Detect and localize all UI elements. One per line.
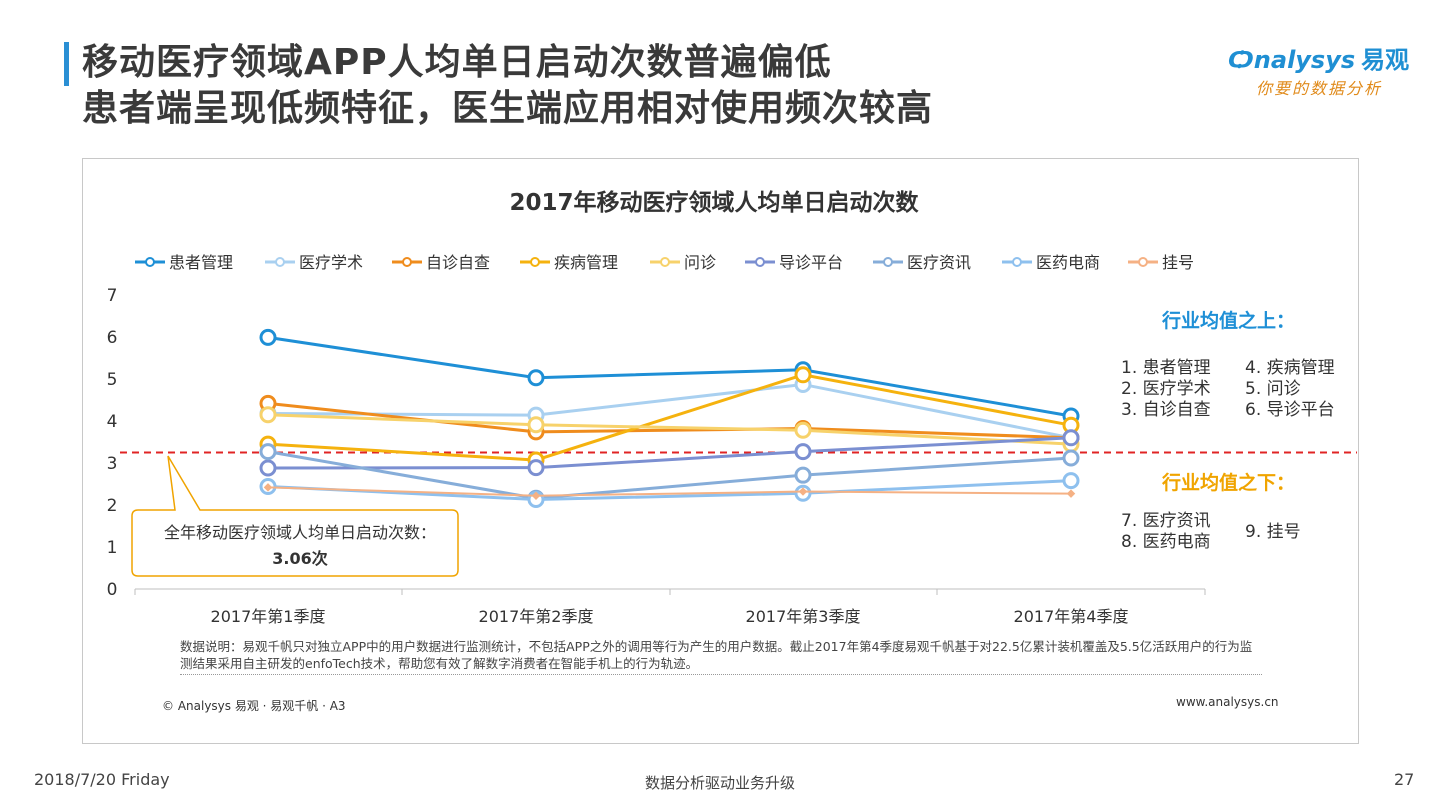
above-item: 2. 医疗学术 <box>1121 379 1211 399</box>
x-tick-label: 2017年第2季度 <box>479 607 594 626</box>
data-point <box>794 421 812 439</box>
above-item: 4. 疾病管理 <box>1245 358 1335 378</box>
legend-label: 患者管理 <box>169 253 233 272</box>
data-point <box>1066 489 1076 498</box>
title-line-1: 移动医疗领域APP人均单日启动次数普遍偏低 <box>82 42 832 83</box>
series-line <box>267 335 1072 418</box>
y-tick-label: 7 <box>107 286 118 306</box>
data-point <box>1062 449 1080 467</box>
y-tick-label: 5 <box>107 370 118 390</box>
legend-label: 导诊平台 <box>779 253 843 272</box>
x-tick-label: 2017年第3季度 <box>746 607 861 626</box>
below-item: 7. 医疗资讯 <box>1121 511 1211 531</box>
y-tick-label: 2 <box>107 496 118 516</box>
website-link[interactable]: www.analysys.cn <box>1176 695 1279 709</box>
y-tick-label: 0 <box>107 580 118 600</box>
data-point <box>263 483 273 492</box>
callout-box <box>131 455 459 577</box>
above-item: 1. 患者管理 <box>1121 358 1211 378</box>
legend-marker <box>883 257 893 267</box>
data-point <box>259 406 277 424</box>
title-accent-bar <box>64 42 69 86</box>
data-point <box>527 416 545 434</box>
chart-panel <box>82 158 1359 744</box>
data-point <box>1062 429 1080 447</box>
data-point <box>527 369 545 387</box>
copyright: © Analysys 易观 · 易观千帆 · A3 <box>162 699 346 713</box>
y-tick-label: 4 <box>107 412 118 432</box>
title-line-2: 患者端呈现低频特征，医生端应用相对使用频次较高 <box>82 88 934 129</box>
below-item: 8. 医药电商 <box>1121 532 1211 552</box>
legend-marker <box>402 257 412 267</box>
legend-marker <box>145 257 155 267</box>
above-average-heading: 行业均值之上： <box>1162 310 1296 332</box>
series-line <box>267 450 1072 500</box>
average-callout: 全年移动医疗领域人均单日启动次数： 3.06次 <box>140 520 460 572</box>
legend-marker <box>1012 257 1022 267</box>
callout-value: 3.06次 <box>272 549 328 568</box>
logo-brand: nalysys <box>1253 46 1356 74</box>
legend-marker <box>755 257 765 267</box>
logo-o-icon: Ѻ <box>1228 46 1254 74</box>
legend-label: 自诊自查 <box>426 253 490 272</box>
series-line <box>267 479 1072 502</box>
logo-slogan: 你要的数据分析 <box>1256 79 1383 98</box>
data-point <box>527 459 545 477</box>
data-point <box>798 487 808 496</box>
data-point <box>259 328 277 346</box>
data-point <box>794 366 812 384</box>
legend-marker <box>275 257 285 267</box>
legend-label: 挂号 <box>1162 253 1194 272</box>
legend-label: 医药电商 <box>1036 253 1100 272</box>
legend-label: 医疗资讯 <box>907 253 971 272</box>
page-number: 27 <box>1394 770 1415 789</box>
below-list-col-2: 9. 挂号 <box>1245 522 1301 543</box>
page-title: 移动医疗领域APP人均单日启动次数普遍偏低 患者端呈现低频特征，医生端应用相对使… <box>82 40 933 132</box>
data-point <box>794 443 812 461</box>
logo-brand-cn: 易观 <box>1361 46 1410 74</box>
below-average-heading: 行业均值之下： <box>1162 472 1296 494</box>
below-list-col-1: 7. 医疗资讯 8. 医药电商 <box>1121 511 1211 553</box>
series-line <box>267 401 1072 440</box>
y-tick-label: 3 <box>107 454 118 474</box>
above-item: 6. 导诊平台 <box>1245 400 1335 420</box>
x-tick-label: 2017年第1季度 <box>211 607 326 626</box>
series-line <box>267 382 1072 440</box>
below-item: 9. 挂号 <box>1245 522 1301 542</box>
series-line <box>267 373 1072 462</box>
data-point <box>794 466 812 484</box>
series-line <box>267 413 1072 446</box>
note-divider <box>180 674 1262 675</box>
above-list-col-2: 4. 疾病管理 5. 问诊 6. 导诊平台 <box>1245 358 1335 421</box>
y-tick-label: 1 <box>107 538 118 558</box>
above-item: 3. 自诊自查 <box>1121 400 1211 420</box>
y-tick-label: 6 <box>107 328 118 348</box>
legend-label: 问诊 <box>684 253 716 272</box>
chart-title: 2017年移动医疗领域人均单日启动次数 <box>509 189 919 216</box>
x-tick-label: 2017年第4季度 <box>1014 607 1129 626</box>
data-point <box>531 491 541 501</box>
series-line <box>267 486 1072 497</box>
data-point <box>259 459 277 477</box>
legend-marker <box>660 257 670 267</box>
legend-label: 医疗学术 <box>299 253 363 272</box>
footer-tagline: 数据分析驱动业务升级 <box>644 774 795 792</box>
above-list-col-1: 1. 患者管理 2. 医疗学术 3. 自诊自查 <box>1121 358 1211 421</box>
analysys-logo: Ѻnalysys 易观 你要的数据分析 <box>1228 40 1418 99</box>
series-line <box>267 436 1072 470</box>
data-note: 数据说明：易观千帆只对独立APP中的用户数据进行监测统计，不包括APP之外的调用… <box>180 639 1253 671</box>
data-point <box>1062 472 1080 490</box>
legend-marker <box>530 257 540 267</box>
above-item: 5. 问诊 <box>1245 379 1301 399</box>
data-point <box>259 443 277 461</box>
footer-date: 2018/7/20 Friday <box>34 770 170 789</box>
callout-label: 全年移动医疗领域人均单日启动次数： <box>163 523 436 542</box>
legend-marker <box>1138 257 1148 267</box>
legend-label: 疾病管理 <box>554 253 618 272</box>
